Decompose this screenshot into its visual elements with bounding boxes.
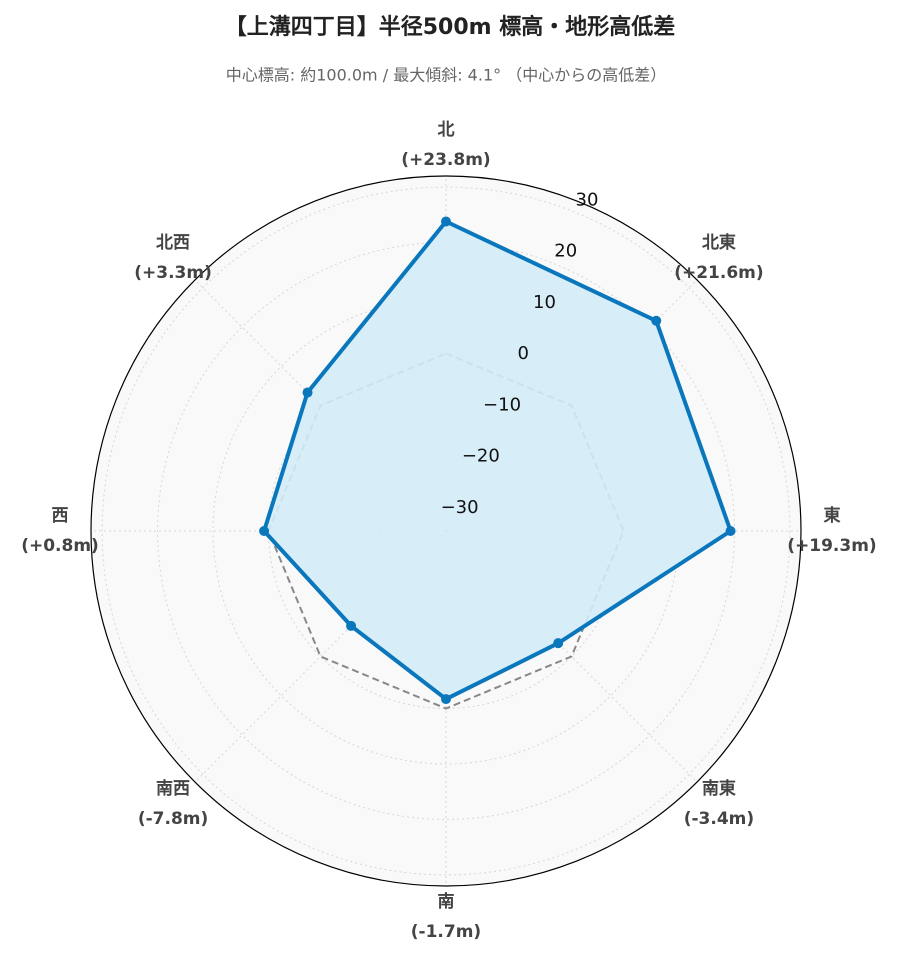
r-tick-label: 30 xyxy=(576,189,599,210)
category-label: 南東 xyxy=(702,778,736,799)
category-label: 南 xyxy=(438,891,455,912)
value-label: (+23.8m) xyxy=(401,150,490,170)
chart-subtitle: 中心標高: 約100.0m / 最大傾斜: 4.1° （中心からの高低差） xyxy=(226,66,666,85)
data-point xyxy=(302,387,313,398)
outer-circle xyxy=(90,175,802,887)
chart-title: 【上溝四丁目】半径500m 標高・地形高低差 xyxy=(225,14,676,40)
value-label: (+0.8m) xyxy=(21,536,99,556)
r-tick-label: −10 xyxy=(483,394,521,415)
r-tick-label: −30 xyxy=(441,497,479,518)
data-point xyxy=(346,620,357,631)
category-label: 北東 xyxy=(702,232,736,253)
r-tick-label: 10 xyxy=(533,292,556,313)
value-label: (+19.3m) xyxy=(787,536,876,556)
data-point xyxy=(441,694,451,705)
category-label: 北 xyxy=(438,120,455,140)
r-tick-label: 20 xyxy=(554,241,577,262)
data-point xyxy=(441,216,451,227)
data-point xyxy=(259,526,270,536)
spoke xyxy=(194,530,447,783)
value-label: (-3.4m) xyxy=(684,809,754,829)
value-label: (-7.8m) xyxy=(138,809,208,829)
grid-circle xyxy=(101,186,791,876)
r-tick-label: 0 xyxy=(518,343,529,364)
category-label: 東 xyxy=(824,505,841,526)
spoke xyxy=(445,530,698,783)
data-point xyxy=(725,526,736,536)
value-label: (+3.3m) xyxy=(134,263,212,283)
category-label: 南西 xyxy=(156,778,190,799)
data-point xyxy=(651,315,662,326)
r-tick-label: −20 xyxy=(462,446,500,467)
value-label: (+21.6m) xyxy=(674,263,763,283)
value-label: (-1.7m) xyxy=(411,922,481,942)
category-label: 北西 xyxy=(156,233,190,253)
spoke xyxy=(194,279,447,532)
data-point xyxy=(553,638,564,649)
category-label: 西 xyxy=(52,506,69,526)
